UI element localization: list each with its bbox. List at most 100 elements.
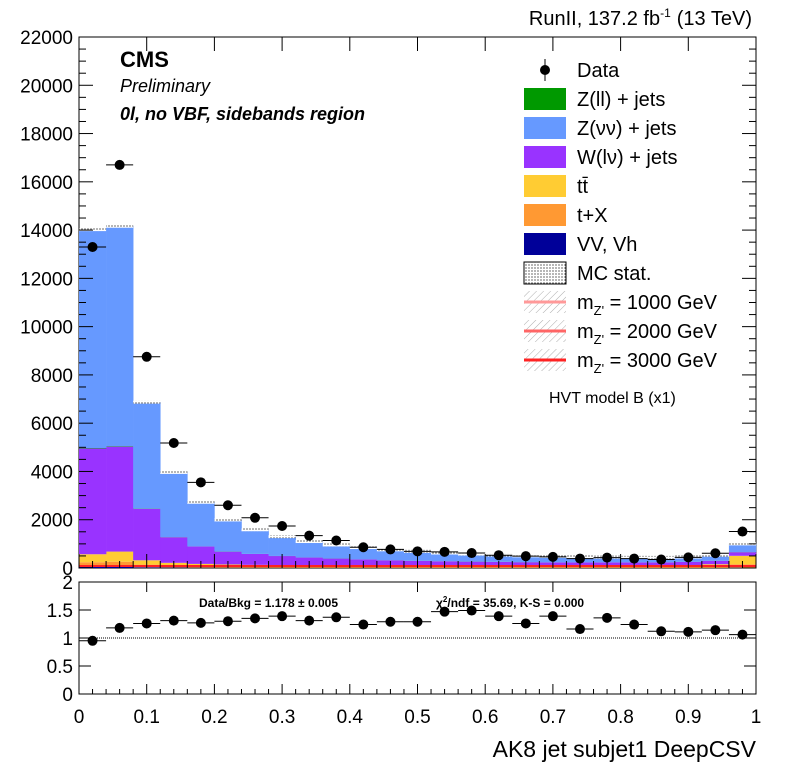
data-point-0 <box>87 241 98 252</box>
ratio-point-0 <box>87 635 98 646</box>
ratio-point-2 <box>141 618 152 629</box>
data-point-21 <box>656 554 667 565</box>
main-ytick-label-8: 16000 <box>20 173 73 194</box>
ratio-point-16 <box>520 618 531 629</box>
bar-znn-8 <box>295 541 324 558</box>
bar-wln-24 <box>728 552 757 556</box>
bar-znn-13 <box>431 552 459 562</box>
bar-wln-6 <box>241 554 269 565</box>
legend-swatch-mcstat <box>523 261 567 285</box>
legend-label-mcstat: MC stat. <box>577 263 651 285</box>
data-point-14 <box>466 548 477 559</box>
ratio-point-12 <box>412 616 423 627</box>
preliminary-label: Preliminary <box>120 76 211 96</box>
ratio-point-10 <box>358 619 369 630</box>
legend-label-signal_3000: mZ' = 3000 GeV <box>577 350 718 376</box>
bar-znn-11 <box>376 549 405 561</box>
data-point-11 <box>385 544 396 555</box>
legend-label-ttbar: tt̄ <box>577 176 589 198</box>
ratio-point-18 <box>574 624 585 635</box>
legend-entry-vv: VV, Vh <box>524 233 637 256</box>
legend-label-zll: Z(ll) + jets <box>577 89 665 111</box>
data-point-16 <box>520 551 531 562</box>
legend: Data Z(ll) + jets Z(νν) + jets W(lν) + jets… <box>523 59 718 376</box>
x-tick-label-8: 0.8 <box>607 707 633 728</box>
mcstat-band-8 <box>295 540 323 544</box>
legend-swatch-top <box>524 204 566 226</box>
bar-wln-3 <box>160 537 188 563</box>
bar-ttbar-1 <box>106 551 134 562</box>
legend-entry-znn: Z(νν) + jets <box>524 117 676 140</box>
x-tick-label-6: 0.6 <box>472 707 498 728</box>
region-label: 0l, no VBF, sidebands region <box>120 104 365 124</box>
ratio-point-11 <box>385 616 396 627</box>
bar-wln-5 <box>214 551 242 565</box>
data-point-10 <box>358 542 369 553</box>
mcstat-band-6 <box>241 528 269 532</box>
mcstat-band-4 <box>187 500 215 504</box>
ratio-point-5 <box>222 616 233 627</box>
x-tick-label-10: 1 <box>751 707 762 728</box>
main-x-ticks <box>78 37 757 568</box>
main-ytick-label-4: 8000 <box>31 366 73 387</box>
bar-znn-1 <box>106 226 134 447</box>
x-tick-label-2: 0.2 <box>201 707 227 728</box>
ratio-point-7 <box>277 611 288 622</box>
bar-znn-3 <box>160 472 188 538</box>
bar-ttbar-0 <box>79 554 107 563</box>
ratio-y-axis: 0 0.5 1 1.5 2 <box>47 573 756 706</box>
ratio-point-22 <box>683 626 694 637</box>
legend-entry-ttbar: tt̄ <box>524 175 589 198</box>
mcstat-band-24 <box>728 542 756 546</box>
ratio-point-8 <box>304 615 315 626</box>
ratio-ytick-label-1: 0.5 <box>47 657 73 678</box>
ratio-point-14 <box>466 605 477 616</box>
ratio-x-axis: 0 0.1 0.2 0.3 0.4 0.5 0.6 0.7 0.8 0.9 1 <box>74 582 762 728</box>
data-point-7 <box>277 521 288 532</box>
main-ytick-label-2: 4000 <box>31 462 73 483</box>
data-point-12 <box>412 546 423 557</box>
legend-label-signal_2000: mZ' = 2000 GeV <box>577 321 718 347</box>
data-point-15 <box>493 550 504 561</box>
data-point-24 <box>737 526 748 537</box>
x-tick-label-7: 0.7 <box>540 707 566 728</box>
mcstat-band-1 <box>106 224 134 228</box>
ratio-point-23 <box>710 625 721 636</box>
data-point-9 <box>331 535 342 546</box>
main-ytick-label-7: 14000 <box>20 221 73 242</box>
lumi-label: RunII, 137.2 fb-1 (13 TeV) <box>529 6 752 30</box>
cms-label: CMS <box>120 47 169 72</box>
bar-ttbar-24 <box>728 555 757 565</box>
x-tick-label-9: 0.9 <box>675 707 701 728</box>
x-tick-label-0: 0 <box>74 707 85 728</box>
main-ytick-label-1: 2000 <box>31 511 73 532</box>
main-ytick-label-3: 6000 <box>31 414 73 435</box>
bar-znn-6 <box>241 529 269 554</box>
legend-entry-wln: W(lν) + jets <box>524 146 678 169</box>
data-point-1 <box>114 159 125 170</box>
ratio-point-13 <box>439 606 450 617</box>
x-axis-title: AK8 jet subjet1 DeepCSV <box>493 736 757 762</box>
main-ytick-label-10: 20000 <box>20 76 73 97</box>
data-point-4 <box>195 477 206 488</box>
main-ytick-label-9: 18000 <box>20 125 73 146</box>
ratio-data-bkg: Data/Bkg = 1.178 ± 0.005 <box>199 596 338 610</box>
ratio-ytick-label-3: 1.5 <box>47 601 73 622</box>
legend-entry-signal_1000: mZ' = 1000 GeV <box>524 291 718 318</box>
legend-swatch-vv <box>524 233 566 255</box>
main-ytick-label-11: 22000 <box>20 28 73 49</box>
legend-entry-signal_2000: mZ' = 2000 GeV <box>524 320 718 347</box>
main-ytick-label-5: 10000 <box>20 318 73 339</box>
ratio-point-17 <box>547 611 558 622</box>
bar-wln-1 <box>106 446 134 552</box>
x-tick-label-1: 0.1 <box>133 707 159 728</box>
mcstat-band-3 <box>160 470 188 474</box>
bar-znn-5 <box>214 519 242 552</box>
legend-label-top: t+X <box>577 205 608 227</box>
data-point-2 <box>141 351 152 362</box>
ratio-point-21 <box>656 626 667 637</box>
bar-wln-2 <box>133 508 161 561</box>
bar-znn-9 <box>322 544 351 559</box>
model-note: HVT model B (x1) <box>549 390 676 407</box>
